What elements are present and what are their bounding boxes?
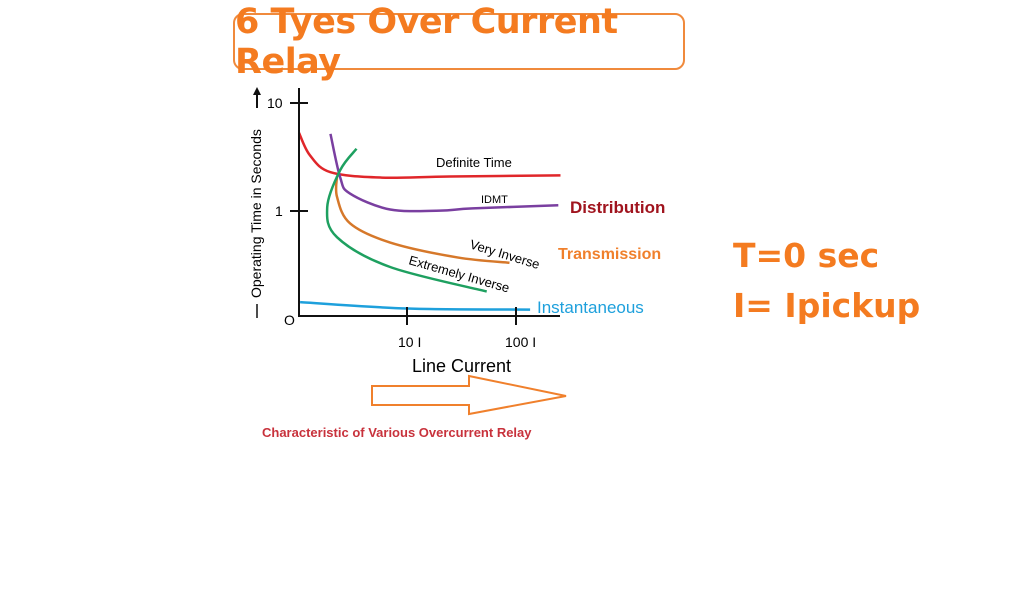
page-title: 6 Tyes Over Current Relay xyxy=(235,1,618,82)
y-axis-label: Operating Time in Seconds xyxy=(248,129,264,318)
curves xyxy=(297,132,561,311)
label-idmt: IDMT xyxy=(481,194,508,206)
side-text-current: I= Ipickup xyxy=(733,286,921,325)
curve-idmt xyxy=(329,133,559,213)
label-distribution: Distribution xyxy=(570,198,665,217)
curve-extremely-inverse xyxy=(325,148,488,293)
label-very-inverse: Very Inverse xyxy=(468,237,541,272)
y-axis-label-text: Operating Time in Seconds xyxy=(248,129,264,298)
x-axis-label: Line Current xyxy=(412,356,511,376)
arrow-up-icon xyxy=(253,87,261,108)
x-tick-label-100: 100 I xyxy=(505,334,536,350)
y-tick-label-0: O xyxy=(284,312,295,328)
label-instantaneous: Instantaneous xyxy=(537,298,644,317)
curve-very-inverse xyxy=(334,176,510,264)
side-text-time: T=0 sec xyxy=(733,236,880,275)
x-tick-label-10: 10 I xyxy=(398,334,421,350)
curve-instantaneous xyxy=(300,300,531,311)
label-transmission: Transmission xyxy=(558,246,661,263)
title-box: 6 Tyes Over Current Relay xyxy=(233,2,685,82)
y-tick-label-10: 10 xyxy=(267,95,283,111)
arrow-right-icon xyxy=(371,374,567,416)
y-tick-label-1: 1 xyxy=(275,203,283,219)
caption: Characteristic of Various Overcurrent Re… xyxy=(262,425,532,440)
curve-definite-time xyxy=(297,132,561,179)
label-definite-time: Definite Time xyxy=(436,155,512,170)
